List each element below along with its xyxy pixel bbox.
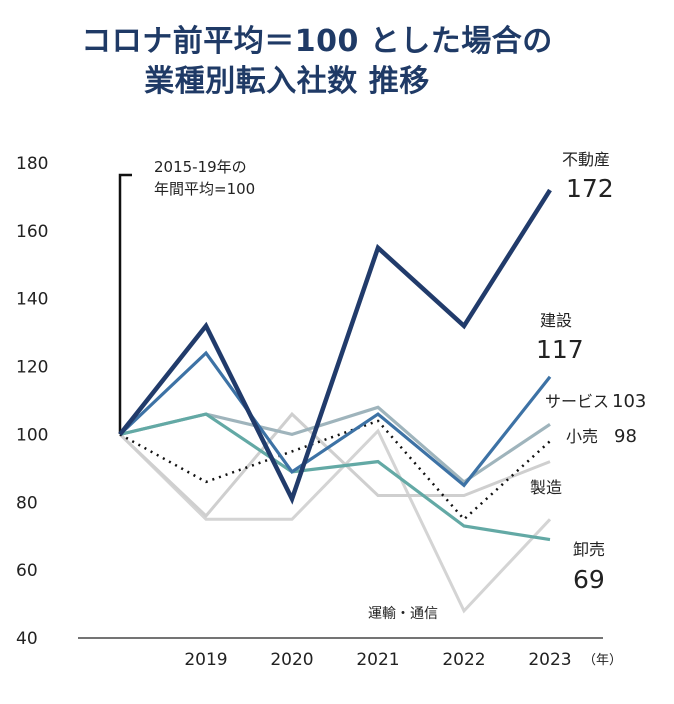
label-service-name: サービス: [545, 392, 609, 411]
series-line: [118, 350, 552, 488]
x-tick-label: 2020: [270, 650, 313, 670]
x-axis-ticks: 2019 2020 2021 2022 2023: [184, 650, 571, 670]
chart-title-line-2: 業種別転入社数 推移: [144, 64, 430, 99]
x-tick-label: 2019: [184, 650, 227, 670]
y-tick-label: 120: [16, 358, 48, 378]
series-line: [119, 412, 551, 542]
label-kensetsu-value: 117: [536, 335, 584, 364]
chart-title-line-1: コロナ前平均＝100 とした場合の: [81, 24, 553, 59]
label-kouri-name: 小売: [566, 427, 598, 446]
label-kensetsu-name: 建設: [540, 311, 572, 330]
x-tick-label: 2023: [528, 650, 571, 670]
label-seizo-name: 製造: [530, 478, 562, 497]
y-tick-label: 140: [16, 290, 48, 310]
label-oroshiuri-name: 卸売: [573, 540, 605, 559]
label-oroshiuri-value: 69: [573, 565, 605, 594]
series-line: [118, 188, 552, 505]
x-axis-unit: （年）: [583, 653, 622, 668]
series-line: [118, 411, 551, 519]
y-tick-label: 180: [16, 154, 48, 174]
y-tick-label: 100: [16, 425, 48, 445]
series-line: [119, 419, 551, 522]
label-unyu-name: 運輸・通信: [368, 606, 438, 622]
label-fudosan-value: 172: [566, 174, 614, 203]
y-tick-label: 160: [16, 222, 48, 242]
baseline-note-line-2: 年間平均=100: [154, 180, 255, 198]
x-tick-label: 2022: [442, 650, 485, 670]
series-lines: [118, 188, 552, 614]
series-line: [118, 428, 552, 614]
y-tick-label: 40: [16, 629, 38, 649]
baseline-bracket: [118, 173, 132, 434]
label-fudosan-name: 不動産: [562, 150, 610, 169]
baseline-note-line-1: 2015-19年の: [154, 158, 247, 176]
y-axis-ticks: 40 60 80 100 120 140 160 180: [16, 154, 48, 649]
label-kouri-value: 98: [614, 426, 637, 447]
y-tick-label: 60: [16, 561, 38, 581]
x-tick-label: 2021: [356, 650, 399, 670]
y-tick-label: 80: [16, 493, 38, 513]
label-service-value: 103: [612, 391, 646, 412]
